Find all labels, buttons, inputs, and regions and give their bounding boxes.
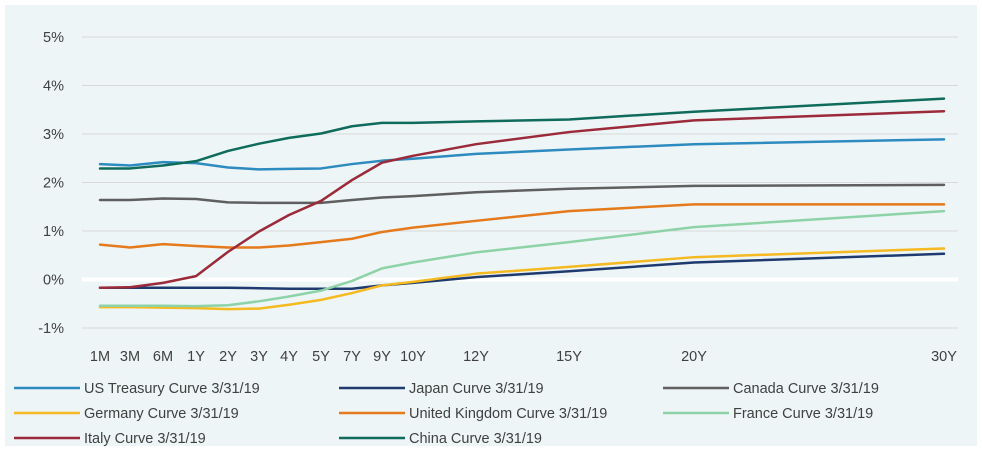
series-line-china-curve-3-31-19 bbox=[98, 97, 946, 170]
y-tick-label: -1% bbox=[38, 321, 64, 337]
y-tick-label: 5% bbox=[43, 30, 64, 46]
x-tick-label: 9Y bbox=[373, 349, 391, 365]
series-line-canada-curve-3-31-19 bbox=[98, 183, 946, 205]
series-lines bbox=[98, 97, 946, 311]
x-axis-tick-labels: 1M 3M 6M 1Y 2Y 3Y 4Y 5Y 7Y 9Y 10Y 12Y 15Y 20Y 30Y bbox=[90, 349, 957, 365]
x-tick-label: 1Y bbox=[187, 349, 205, 365]
legend: US Treasury Curve 3/31/19 Japan Curve 3/3… bbox=[14, 381, 879, 447]
x-tick-label: 12Y bbox=[463, 349, 489, 365]
legend-label: Japan Curve 3/31/19 bbox=[409, 381, 544, 397]
chart-background bbox=[5, 5, 977, 446]
y-tick-label: 3% bbox=[43, 127, 64, 143]
series-line-france-curve-3-31-19 bbox=[98, 209, 946, 308]
x-tick-label: 4Y bbox=[280, 349, 298, 365]
y-axis-tick-labels: -1% 0% 1% 2% 3% 4% 5% bbox=[38, 30, 64, 337]
x-tick-label: 30Y bbox=[931, 349, 957, 365]
x-tick-label: 5Y bbox=[312, 349, 330, 365]
y-tick-label: 4% bbox=[43, 79, 64, 95]
y-tick-label: 0% bbox=[43, 273, 64, 289]
x-tick-label: 3Y bbox=[250, 349, 268, 365]
legend-label: China Curve 3/31/19 bbox=[409, 431, 542, 447]
x-tick-label: 3M bbox=[120, 349, 140, 365]
series-line-japan-curve-3-31-19 bbox=[98, 252, 946, 290]
x-tick-label: 6M bbox=[153, 349, 173, 365]
x-tick-label: 2Y bbox=[219, 349, 237, 365]
series-line-italy-curve-3-31-19 bbox=[98, 109, 946, 289]
legend-label: Germany Curve 3/31/19 bbox=[84, 406, 239, 422]
legend-label: Canada Curve 3/31/19 bbox=[733, 381, 879, 397]
legend-label: US Treasury Curve 3/31/19 bbox=[84, 381, 260, 397]
series-line-germany-curve-3-31-19 bbox=[98, 247, 946, 311]
y-tick-label: 2% bbox=[43, 176, 64, 192]
series-line-us-treasury-curve-3-31-19 bbox=[98, 138, 946, 171]
legend-label: Italy Curve 3/31/19 bbox=[84, 431, 206, 447]
x-tick-label: 1M bbox=[90, 349, 110, 365]
x-tick-label: 15Y bbox=[556, 349, 582, 365]
x-tick-label: 20Y bbox=[681, 349, 707, 365]
gridlines bbox=[82, 36, 958, 329]
x-tick-label: 7Y bbox=[343, 349, 361, 365]
y-tick-label: 1% bbox=[43, 224, 64, 240]
legend-label: United Kingdom Curve 3/31/19 bbox=[409, 406, 607, 422]
legend-label: France Curve 3/31/19 bbox=[733, 406, 873, 422]
x-tick-label: 10Y bbox=[400, 349, 426, 365]
series-line-united-kingdom-curve-3-31-19 bbox=[98, 203, 946, 249]
